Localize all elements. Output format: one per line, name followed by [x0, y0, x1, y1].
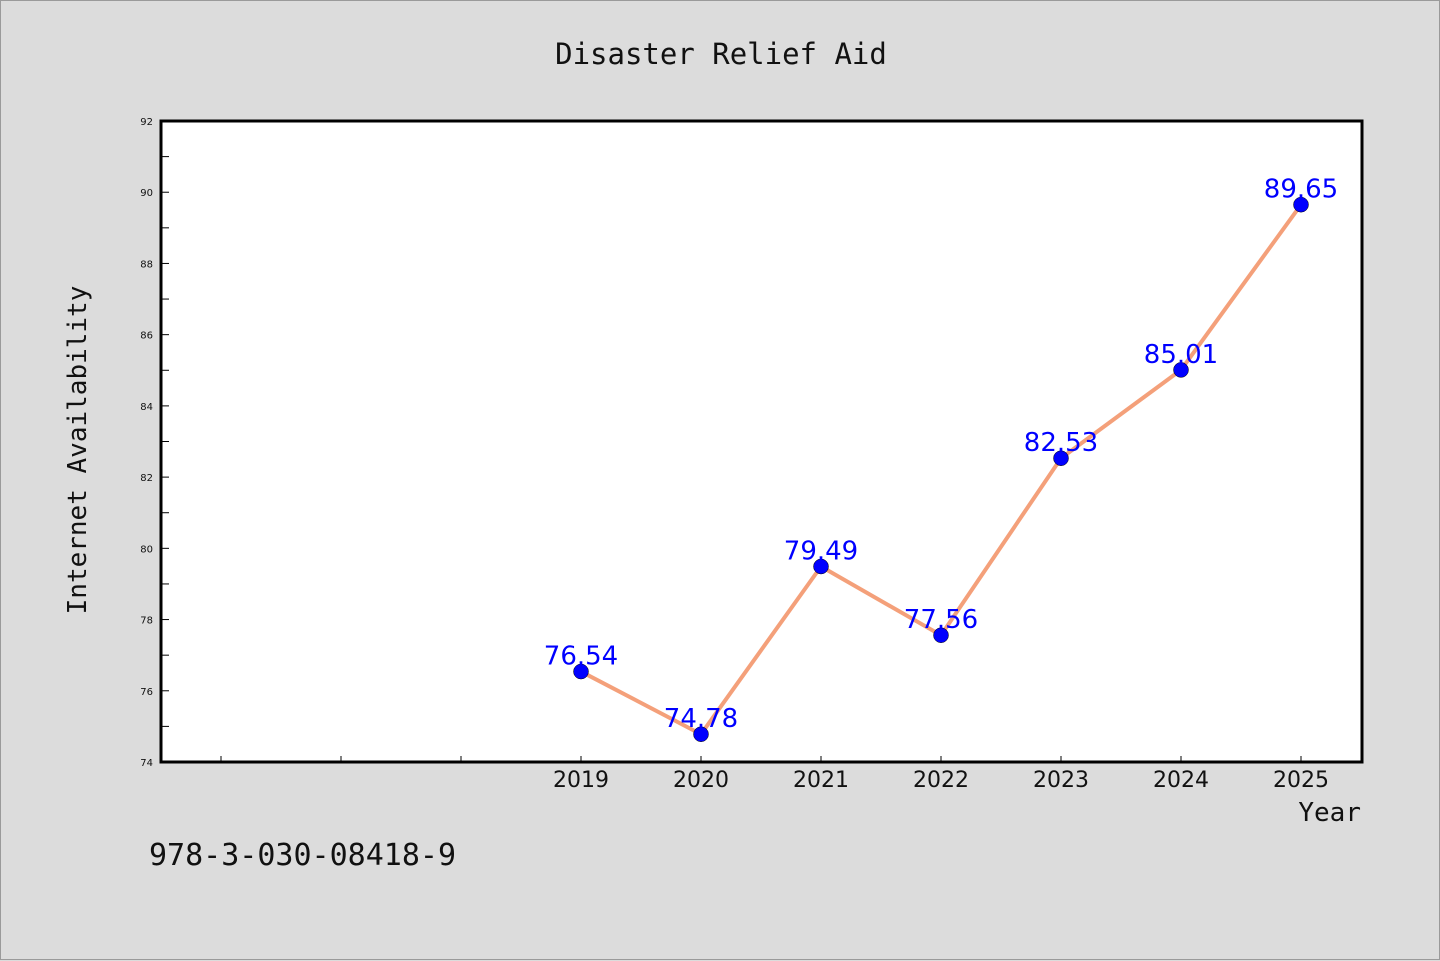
x-tick-label: 2025 [1273, 768, 1329, 793]
data-label: 79.49 [784, 536, 858, 566]
plot-area [159, 119, 1364, 764]
y-tick-label: 80 [140, 544, 153, 555]
x-tick-label: 2020 [673, 768, 729, 793]
y-tick-label: 82 [140, 473, 153, 484]
data-label: 82.53 [1024, 428, 1098, 458]
x-axis-label: Year [1298, 798, 1361, 828]
footnote-isbn: 978-3-030-08418-9 [149, 838, 456, 873]
x-tick-label: 2021 [793, 768, 849, 793]
data-point [933, 627, 949, 643]
data-point [813, 558, 829, 575]
data-point [1293, 196, 1309, 213]
data-label: 77.56 [904, 605, 978, 635]
chart-title: Disaster Relief Aid [555, 37, 887, 71]
y-tick-label: 86 [140, 331, 153, 342]
axis-ticks: 74 76 78 80 82 84 86 88 90 92 2019 2020 2021 2022 2023… [140, 117, 1329, 793]
data-point [1173, 362, 1189, 378]
y-tick-label: 92 [140, 117, 153, 128]
series-line-group [573, 196, 1309, 742]
data-point [693, 726, 709, 742]
y-tick-label: 74 [140, 758, 153, 769]
y-tick-label: 88 [140, 259, 153, 270]
data-label-group: 76.54 74.78 79.49 77.56 82.53 85.01 89.65 [544, 175, 1338, 735]
data-label: 76.54 [544, 642, 618, 672]
x-tick-label: 2022 [913, 768, 969, 793]
y-tick-label: 84 [140, 402, 153, 413]
data-point [1053, 450, 1069, 466]
data-label: 74.78 [664, 704, 738, 734]
y-tick-label: 90 [140, 188, 153, 199]
data-point [573, 663, 589, 680]
data-label: 89.65 [1264, 175, 1338, 205]
y-tick-label: 78 [140, 616, 153, 627]
x-tick-label: 2023 [1033, 768, 1089, 793]
y-axis-label: Internet Availability [63, 286, 93, 615]
y-tick-label: 76 [140, 687, 153, 698]
x-tick-label: 2019 [553, 768, 609, 793]
x-tick-label: 2024 [1153, 768, 1209, 793]
data-label: 85.01 [1144, 340, 1218, 370]
